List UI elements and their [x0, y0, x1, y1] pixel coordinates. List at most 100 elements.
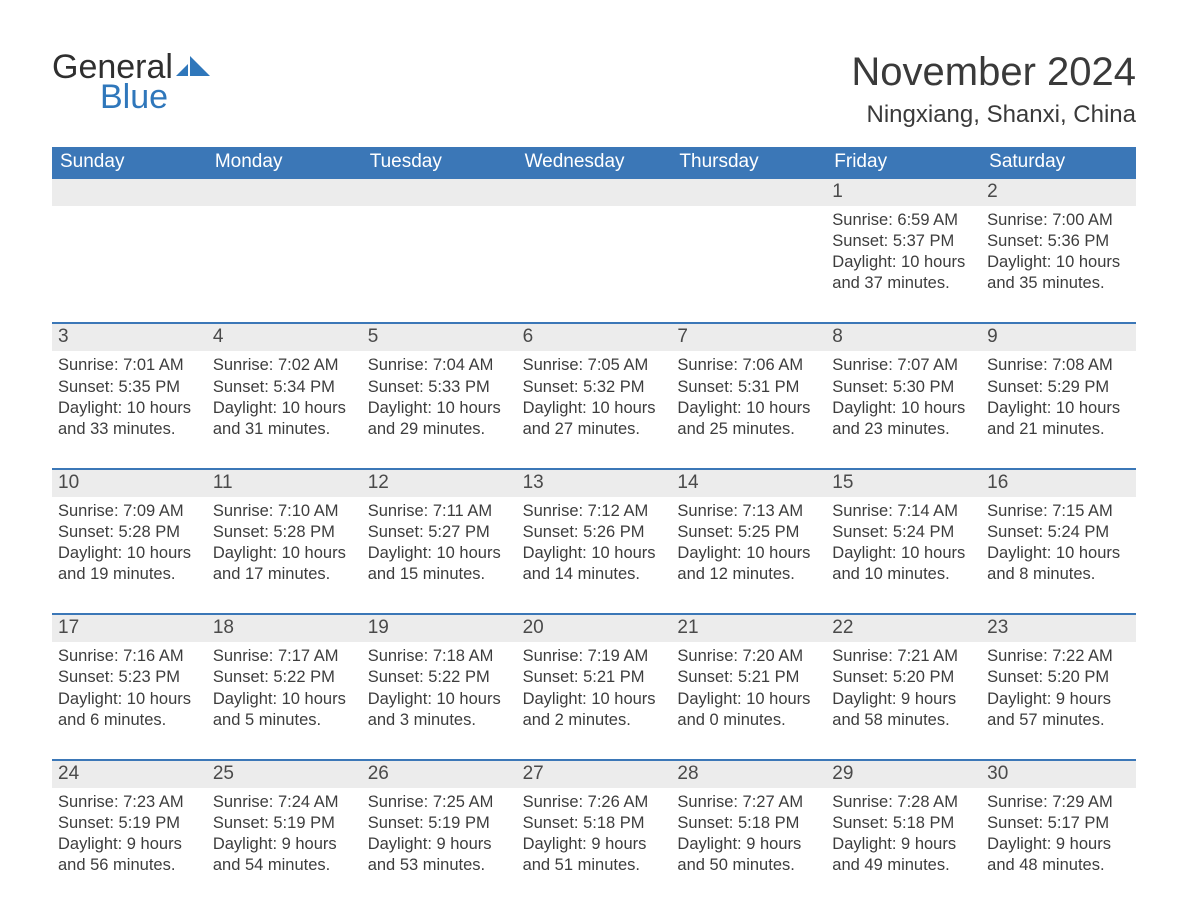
day-body: Sunrise: 7:09 AMSunset: 5:28 PMDaylight:… [52, 497, 207, 589]
day-detail-line: Sunrise: 7:06 AM [677, 355, 820, 376]
day-number: 26 [362, 761, 517, 788]
day-detail-line: Sunset: 5:22 PM [213, 667, 356, 688]
day-cell: 26Sunrise: 7:25 AMSunset: 5:19 PMDayligh… [362, 761, 517, 880]
day-detail-line: Sunset: 5:34 PM [213, 377, 356, 398]
day-body: Sunrise: 7:01 AMSunset: 5:35 PMDaylight:… [52, 351, 207, 443]
day-detail-line: Daylight: 10 hours [677, 398, 820, 419]
day-detail-line: and 25 minutes. [677, 419, 820, 440]
day-detail-line: Sunrise: 7:13 AM [677, 501, 820, 522]
day-cell [671, 179, 826, 298]
day-number: 20 [517, 615, 672, 642]
day-cell: 21Sunrise: 7:20 AMSunset: 5:21 PMDayligh… [671, 615, 826, 734]
month-title: November 2024 [851, 50, 1136, 95]
day-cell: 18Sunrise: 7:17 AMSunset: 5:22 PMDayligh… [207, 615, 362, 734]
day-detail-line: Sunrise: 7:12 AM [523, 501, 666, 522]
day-cell [207, 179, 362, 298]
day-detail-line: and 10 minutes. [832, 564, 975, 585]
day-number: 15 [826, 470, 981, 497]
day-detail-line: and 5 minutes. [213, 710, 356, 731]
day-detail-line: Sunset: 5:21 PM [677, 667, 820, 688]
dow-cell: Friday [826, 147, 981, 179]
day-detail-line: Sunrise: 7:08 AM [987, 355, 1130, 376]
day-number: 6 [517, 324, 672, 351]
day-body: Sunrise: 7:10 AMSunset: 5:28 PMDaylight:… [207, 497, 362, 589]
day-cell: 4Sunrise: 7:02 AMSunset: 5:34 PMDaylight… [207, 324, 362, 443]
day-number: 27 [517, 761, 672, 788]
day-body: Sunrise: 7:18 AMSunset: 5:22 PMDaylight:… [362, 642, 517, 734]
day-detail-line: Sunset: 5:18 PM [832, 813, 975, 834]
day-body: Sunrise: 7:04 AMSunset: 5:33 PMDaylight:… [362, 351, 517, 443]
day-cell: 7Sunrise: 7:06 AMSunset: 5:31 PMDaylight… [671, 324, 826, 443]
day-number: 8 [826, 324, 981, 351]
day-detail-line: Sunset: 5:20 PM [832, 667, 975, 688]
day-detail-line: Daylight: 9 hours [213, 834, 356, 855]
week-row: 10Sunrise: 7:09 AMSunset: 5:28 PMDayligh… [52, 468, 1136, 589]
day-detail-line: Sunset: 5:31 PM [677, 377, 820, 398]
day-detail-line: Sunrise: 7:00 AM [987, 210, 1130, 231]
day-detail-line: Sunrise: 7:18 AM [368, 646, 511, 667]
day-detail-line: Daylight: 9 hours [987, 834, 1130, 855]
day-detail-line: and 48 minutes. [987, 855, 1130, 876]
dow-cell: Monday [207, 147, 362, 179]
day-detail-line: Sunset: 5:24 PM [987, 522, 1130, 543]
day-cell: 24Sunrise: 7:23 AMSunset: 5:19 PMDayligh… [52, 761, 207, 880]
day-detail-line: and 2 minutes. [523, 710, 666, 731]
day-detail-line: Sunset: 5:19 PM [368, 813, 511, 834]
day-number: 19 [362, 615, 517, 642]
day-number: 12 [362, 470, 517, 497]
day-cell: 14Sunrise: 7:13 AMSunset: 5:25 PMDayligh… [671, 470, 826, 589]
day-number: 23 [981, 615, 1136, 642]
day-detail-line: Sunset: 5:29 PM [987, 377, 1130, 398]
day-detail-line: and 3 minutes. [368, 710, 511, 731]
day-detail-line: Sunset: 5:23 PM [58, 667, 201, 688]
day-body: Sunrise: 7:11 AMSunset: 5:27 PMDaylight:… [362, 497, 517, 589]
logo-sail-icon [176, 48, 214, 86]
day-body: Sunrise: 7:15 AMSunset: 5:24 PMDaylight:… [981, 497, 1136, 589]
day-detail-line: and 56 minutes. [58, 855, 201, 876]
day-detail-line: Sunrise: 7:15 AM [987, 501, 1130, 522]
day-detail-line: Daylight: 10 hours [987, 252, 1130, 273]
day-detail-line: Sunset: 5:25 PM [677, 522, 820, 543]
day-body: Sunrise: 7:13 AMSunset: 5:25 PMDaylight:… [671, 497, 826, 589]
day-cell [517, 179, 672, 298]
day-body: Sunrise: 7:20 AMSunset: 5:21 PMDaylight:… [671, 642, 826, 734]
day-detail-line: Sunset: 5:36 PM [987, 231, 1130, 252]
day-detail-line: Sunset: 5:37 PM [832, 231, 975, 252]
day-body: Sunrise: 7:22 AMSunset: 5:20 PMDaylight:… [981, 642, 1136, 734]
day-detail-line: Sunrise: 7:16 AM [58, 646, 201, 667]
day-detail-line: Sunset: 5:18 PM [677, 813, 820, 834]
day-cell [362, 179, 517, 298]
day-cell: 9Sunrise: 7:08 AMSunset: 5:29 PMDaylight… [981, 324, 1136, 443]
day-detail-line: and 6 minutes. [58, 710, 201, 731]
day-detail-line: Sunset: 5:22 PM [368, 667, 511, 688]
day-detail-line: Sunrise: 7:25 AM [368, 792, 511, 813]
day-detail-line: and 57 minutes. [987, 710, 1130, 731]
day-detail-line: and 21 minutes. [987, 419, 1130, 440]
day-detail-line: Daylight: 10 hours [677, 689, 820, 710]
day-detail-line: Sunset: 5:26 PM [523, 522, 666, 543]
day-cell: 17Sunrise: 7:16 AMSunset: 5:23 PMDayligh… [52, 615, 207, 734]
day-detail-line: and 53 minutes. [368, 855, 511, 876]
week-row: 3Sunrise: 7:01 AMSunset: 5:35 PMDaylight… [52, 322, 1136, 443]
day-detail-line: Sunset: 5:17 PM [987, 813, 1130, 834]
day-detail-line: Sunrise: 7:28 AM [832, 792, 975, 813]
day-number: 3 [52, 324, 207, 351]
day-detail-line: Daylight: 10 hours [213, 398, 356, 419]
location: Ningxiang, Shanxi, China [851, 101, 1136, 129]
day-detail-line: Sunset: 5:24 PM [832, 522, 975, 543]
day-number [207, 179, 362, 206]
day-number: 14 [671, 470, 826, 497]
day-detail-line: Sunrise: 7:27 AM [677, 792, 820, 813]
day-detail-line: Sunrise: 7:11 AM [368, 501, 511, 522]
day-detail-line: and 31 minutes. [213, 419, 356, 440]
day-number: 1 [826, 179, 981, 206]
day-detail-line: Sunset: 5:30 PM [832, 377, 975, 398]
day-number: 11 [207, 470, 362, 497]
day-detail-line: Sunrise: 7:22 AM [987, 646, 1130, 667]
day-body: Sunrise: 7:28 AMSunset: 5:18 PMDaylight:… [826, 788, 981, 880]
day-body: Sunrise: 7:14 AMSunset: 5:24 PMDaylight:… [826, 497, 981, 589]
day-number [517, 179, 672, 206]
day-detail-line: and 23 minutes. [832, 419, 975, 440]
day-number: 28 [671, 761, 826, 788]
weeks-container: 1Sunrise: 6:59 AMSunset: 5:37 PMDaylight… [52, 179, 1136, 880]
